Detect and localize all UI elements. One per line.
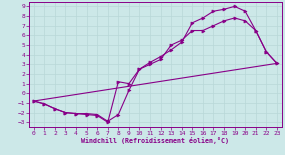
X-axis label: Windchill (Refroidissement éolien,°C): Windchill (Refroidissement éolien,°C) [81, 137, 229, 144]
